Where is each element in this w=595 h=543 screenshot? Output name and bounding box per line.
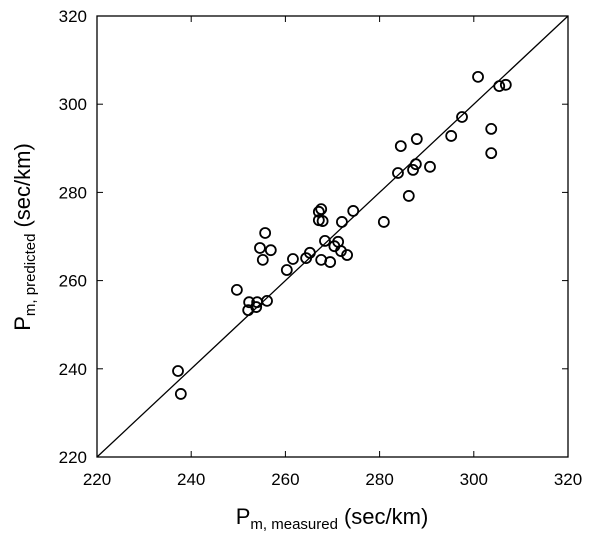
point	[394, 140, 407, 152]
point	[256, 253, 269, 266]
point	[409, 158, 422, 171]
point	[456, 111, 468, 123]
x-tick-label: 240	[177, 470, 205, 489]
y-axis-label: Pm, predicted(sec/km)	[10, 143, 39, 331]
point	[424, 160, 436, 173]
y-tick-label: 260	[59, 272, 87, 291]
point	[485, 122, 498, 135]
point	[280, 264, 293, 276]
plot-frame	[96, 15, 569, 458]
x-tick-label: 280	[365, 470, 393, 489]
point	[445, 130, 458, 142]
point	[410, 133, 423, 145]
x-tick-label: 320	[554, 470, 582, 489]
point	[407, 164, 419, 176]
point	[472, 70, 484, 83]
point	[254, 242, 266, 254]
point	[303, 246, 316, 259]
x-tick-label: 300	[460, 470, 488, 489]
x-axis-label: Pm, measured (sec/km)	[236, 504, 429, 533]
point	[319, 235, 331, 247]
y-tick-label: 280	[59, 183, 87, 202]
point	[335, 245, 347, 257]
identity-line	[96, 15, 569, 458]
point	[230, 283, 243, 296]
x-tick-label: 260	[271, 470, 299, 489]
point	[485, 147, 498, 160]
point	[242, 304, 255, 317]
y-tick-label: 240	[59, 360, 87, 379]
point	[341, 249, 354, 261]
point	[347, 205, 360, 217]
point	[499, 78, 512, 91]
point	[392, 167, 404, 179]
point	[336, 216, 348, 228]
point	[264, 244, 277, 257]
y-tick-label: 320	[59, 7, 87, 26]
point	[315, 203, 328, 216]
x-tick-label: 220	[83, 470, 111, 489]
point	[250, 301, 263, 313]
y-tick-label: 300	[59, 95, 87, 114]
point	[259, 227, 272, 239]
point	[316, 215, 329, 227]
point	[172, 365, 184, 377]
point	[174, 388, 187, 400]
point	[324, 256, 337, 268]
y-tick-label: 220	[59, 448, 87, 467]
point	[402, 190, 415, 202]
point	[493, 80, 506, 93]
point	[287, 253, 299, 265]
point	[377, 216, 390, 228]
point	[261, 294, 273, 307]
